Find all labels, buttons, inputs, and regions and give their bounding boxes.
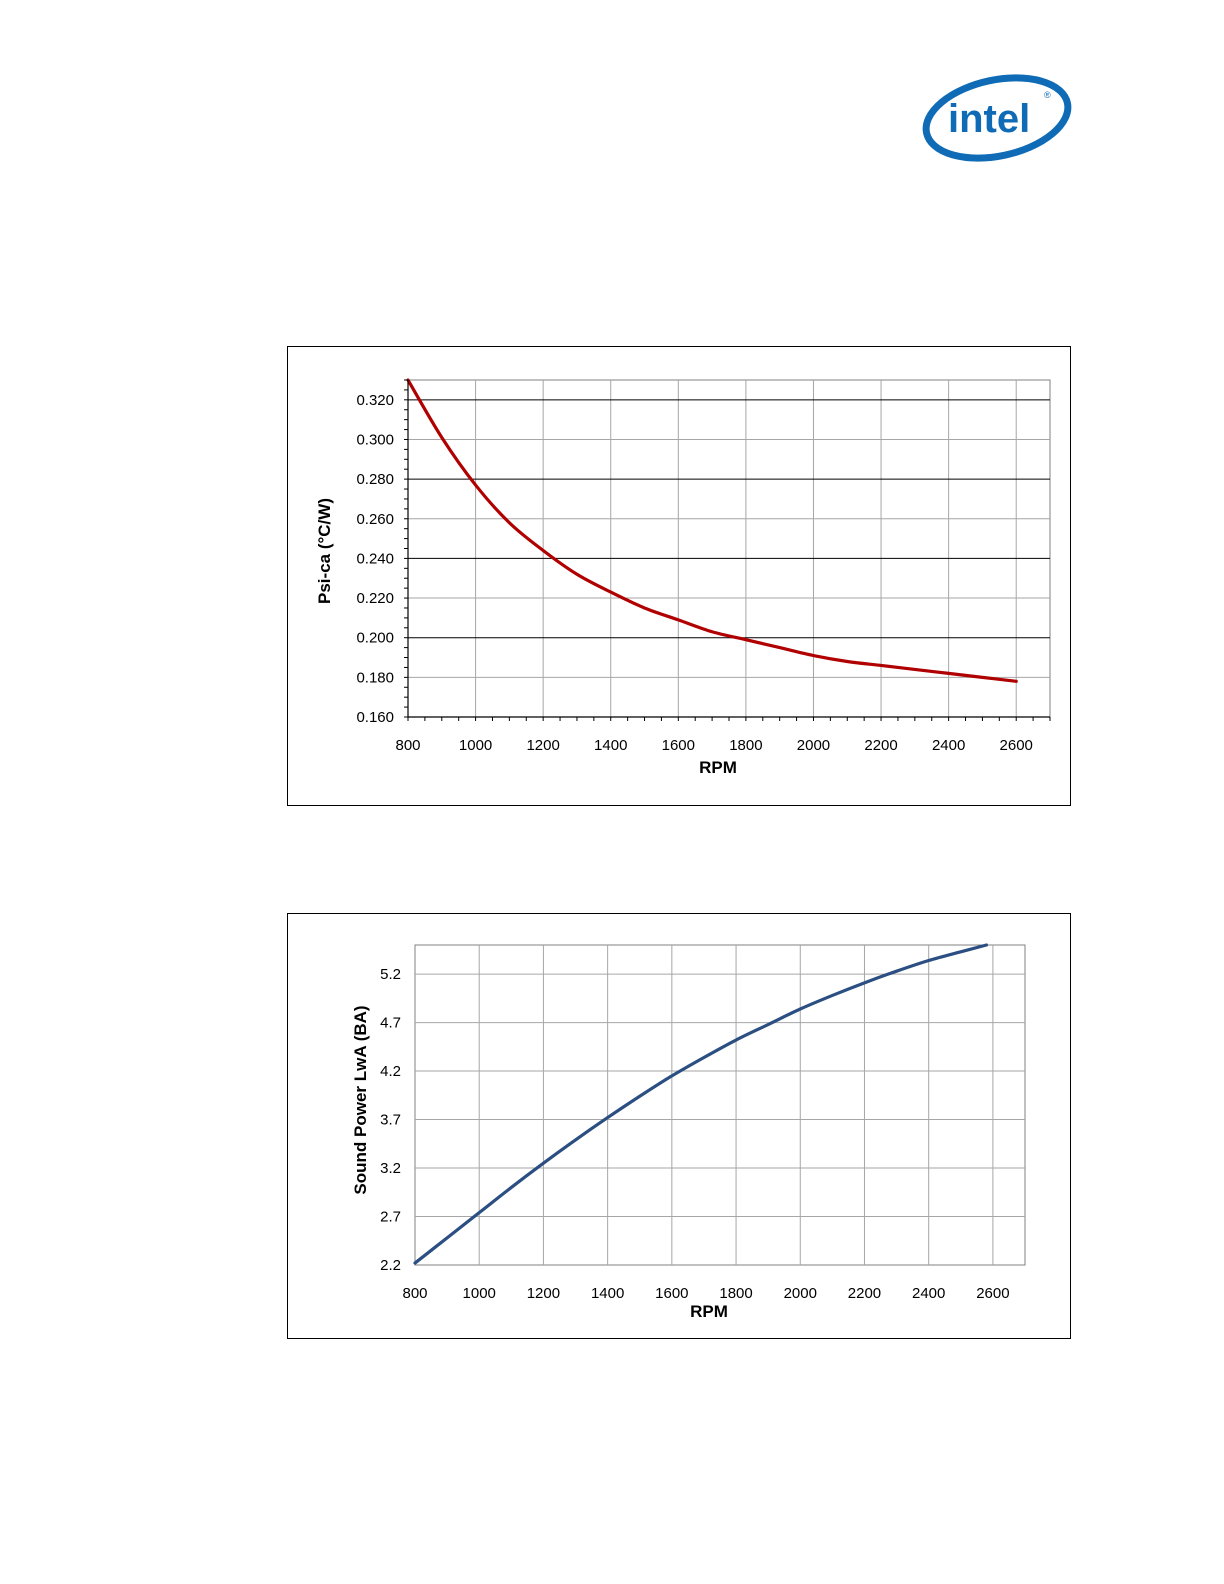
x-axis-title: RPM [699,758,737,777]
y-axis-title: Psi-ca (°C/W) [315,498,334,604]
y-tick-label: 3.7 [380,1112,401,1129]
logo-text: intel [948,97,1030,141]
intel-logo: intel ® [922,74,1072,162]
y-tick-label: 0.240 [356,550,394,567]
y-tick-label: 0.160 [356,709,394,726]
x-tick-label: 1800 [719,1285,752,1302]
x-tick-label: 2200 [864,737,897,754]
y-tick-label: 3.2 [380,1160,401,1177]
y-tick-label: 0.260 [356,511,394,528]
x-axis-title: RPM [690,1302,728,1321]
y-tick-label: 0.280 [356,471,394,488]
psi-ca-chart: 800 1000 1200 1400 1600 1800 2000 2200 2400 2600 0… [287,346,1071,806]
y-tick-label: 4.7 [380,1015,401,1032]
x-tick-label: 1200 [527,1285,560,1302]
x-tick-label: 2000 [797,737,830,754]
x-tick-label: 1400 [594,737,627,754]
plot-area [414,944,1026,1266]
x-tick-label: 2600 [1000,737,1033,754]
x-tick-label: 1200 [526,737,559,754]
y-tick-label: 0.320 [356,392,394,409]
x-tick-label: 1800 [729,737,762,754]
y-tick-label: 0.200 [356,630,394,647]
psi-ca-chart-svg: 800 1000 1200 1400 1600 1800 2000 2200 2400 2600 0… [315,378,1051,777]
x-tick-label: 2400 [932,737,965,754]
y-tick-label: 2.2 [380,1257,401,1274]
y-tick-label: 2.7 [380,1209,401,1226]
sound-power-chart-svg: 800 1000 1200 1400 1600 1800 2000 2200 2400 2600 2… [351,943,1026,1321]
y-tick-label: 0.300 [356,431,394,448]
svg-text:®: ® [1044,90,1051,100]
x-tick-label: 2400 [912,1285,945,1302]
y-tick-label: 0.180 [356,669,394,686]
x-tick-label: 2000 [784,1285,817,1302]
y-tick-label: 5.2 [380,966,401,983]
x-tick-label: 2200 [848,1285,881,1302]
y-tick-label: 0.220 [356,590,394,607]
x-tick-label: 1600 [655,1285,688,1302]
x-tick-label: 800 [402,1285,427,1302]
x-tick-label: 1600 [662,737,695,754]
series-line [406,378,1018,683]
x-tick-label: 1400 [591,1285,624,1302]
x-tick-label: 800 [395,737,420,754]
plot-area [407,379,1051,718]
series-line [413,943,989,1265]
x-tick-label: 1000 [459,737,492,754]
y-axis-title: Sound Power LwA (BA) [351,1005,370,1194]
x-tick-label: 1000 [463,1285,496,1302]
sound-power-chart: 800 1000 1200 1400 1600 1800 2000 2200 2400 2600 2… [287,913,1071,1339]
x-tick-label: 2600 [976,1285,1009,1302]
y-tick-label: 4.2 [380,1063,401,1080]
